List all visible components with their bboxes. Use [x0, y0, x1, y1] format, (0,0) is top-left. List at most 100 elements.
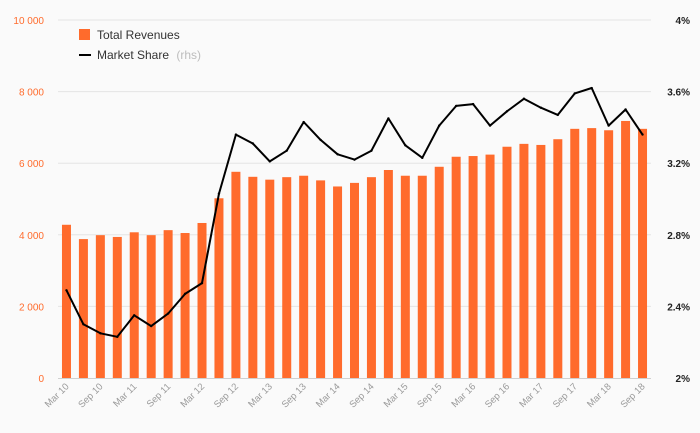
- revenue-bar: [434, 166, 444, 378]
- market-share-point: [624, 108, 627, 111]
- market-share-point: [65, 289, 68, 292]
- revenue-bar: [180, 233, 190, 378]
- market-share-point: [641, 133, 644, 136]
- market-share-point: [573, 92, 576, 95]
- market-share-point: [183, 292, 187, 296]
- legend-label-total-revenues: Total Revenues: [97, 28, 180, 42]
- x-tick-label: Sep 17: [551, 381, 580, 410]
- revenue-bar: [502, 146, 512, 378]
- legend-swatch-total-revenues: [79, 29, 90, 40]
- revenue-bar: [282, 177, 292, 378]
- revenue-bar: [146, 235, 156, 378]
- revenue-bar: [299, 175, 309, 378]
- revenue-bar: [604, 130, 614, 378]
- revenue-bar: [95, 235, 105, 378]
- revenue-bar: [231, 171, 241, 378]
- market-share-point: [133, 314, 136, 317]
- market-share-point: [539, 106, 543, 109]
- revenue-bars: [61, 120, 648, 379]
- revenue-bar: [61, 224, 71, 378]
- x-tick-label: Mar 10: [43, 381, 72, 410]
- revenue-bar: [587, 128, 597, 378]
- market-share-point: [251, 142, 255, 145]
- y-left-tick-label: 4 000: [19, 231, 44, 242]
- market-share-point: [404, 144, 407, 147]
- revenue-bar: [366, 177, 376, 378]
- revenue-bar: [197, 222, 207, 378]
- market-share-point: [319, 138, 322, 142]
- market-share-point: [268, 160, 271, 163]
- revenue-bar: [78, 239, 88, 378]
- market-share-point: [166, 312, 170, 315]
- x-tick-label: Sep 18: [619, 381, 648, 410]
- y-right-tick-label: 3.6%: [667, 88, 690, 99]
- market-share-point: [556, 113, 560, 117]
- x-tick-label: Sep 15: [415, 381, 444, 410]
- x-tick-label: Mar 18: [585, 381, 614, 410]
- revenue-bar: [163, 230, 173, 378]
- market-share-point: [471, 102, 475, 106]
- legend-label-market-share: Market Share (rhs): [97, 48, 201, 62]
- y-left-tick-label: 6 000: [19, 159, 44, 170]
- market-share-point: [505, 110, 509, 113]
- x-tick-label: Mar 13: [246, 381, 275, 410]
- market-share-point: [590, 86, 593, 90]
- market-share-point: [488, 124, 492, 127]
- y-right-tick-label: 3.2%: [667, 159, 690, 170]
- revenue-bar: [451, 156, 461, 378]
- legend-market-share-name: Market Share: [97, 48, 169, 62]
- y-left-tick-label: 0: [38, 374, 44, 385]
- market-share-point: [302, 120, 305, 124]
- x-tick-label: Sep 11: [145, 381, 174, 410]
- legend-market-share-note: (rhs): [176, 48, 201, 62]
- market-share-point: [607, 124, 610, 127]
- x-tick-label: Mar 11: [111, 381, 139, 409]
- legend: Total Revenues Market Share (rhs): [79, 28, 201, 62]
- market-share-point: [387, 117, 390, 120]
- revenue-bar: [350, 182, 359, 378]
- revenue-bar: [316, 180, 326, 378]
- market-share-point: [82, 323, 85, 326]
- revenue-bar: [214, 198, 224, 378]
- revenue-bar: [400, 175, 410, 378]
- x-tick-label: Mar 17: [517, 381, 546, 410]
- y-right-tick-label: 2.8%: [667, 231, 690, 242]
- x-tick-label: Mar 15: [382, 381, 411, 410]
- market-share-line-group: [65, 86, 644, 339]
- revenue-bar: [417, 175, 427, 378]
- x-tick-label: Sep 13: [280, 381, 309, 410]
- market-share-point: [353, 158, 356, 161]
- market-share-point: [438, 124, 441, 127]
- y-left-tick-label: 2 000: [19, 302, 44, 313]
- x-tick-label: Sep 10: [76, 381, 105, 410]
- y-left-tick-label: 8 000: [19, 88, 44, 99]
- revenue-bar: [553, 139, 563, 378]
- revenue-bar: [248, 176, 258, 378]
- revenue-bar: [519, 143, 529, 378]
- revenue-bar: [570, 128, 580, 378]
- revenue-bar: [485, 154, 495, 378]
- market-share-point: [116, 335, 119, 339]
- y-left-tick-label: 10 000: [13, 16, 44, 27]
- market-share-point: [149, 324, 153, 328]
- revenue-bar: [129, 232, 139, 378]
- grid-lines: [58, 19, 651, 307]
- x-tick-label: Sep 14: [347, 381, 376, 410]
- revenue-bar: [536, 144, 546, 378]
- revenue-bar: [638, 128, 648, 378]
- y-right-tick-label: 2%: [676, 374, 691, 385]
- market-share-point: [99, 332, 102, 335]
- x-tick-label: Sep 16: [483, 381, 512, 410]
- market-share-point: [421, 156, 424, 160]
- x-tick-label: Mar 12: [178, 381, 207, 410]
- market-share-point: [234, 133, 238, 136]
- market-share-point: [454, 104, 458, 108]
- revenue-bar: [265, 179, 275, 378]
- market-share-point: [370, 149, 373, 152]
- x-tick-label: Mar 14: [314, 381, 343, 410]
- revenue-bar: [468, 156, 478, 378]
- market-share-point: [336, 153, 339, 156]
- y-right-tick-label: 4%: [676, 16, 691, 27]
- market-share-point: [200, 281, 204, 285]
